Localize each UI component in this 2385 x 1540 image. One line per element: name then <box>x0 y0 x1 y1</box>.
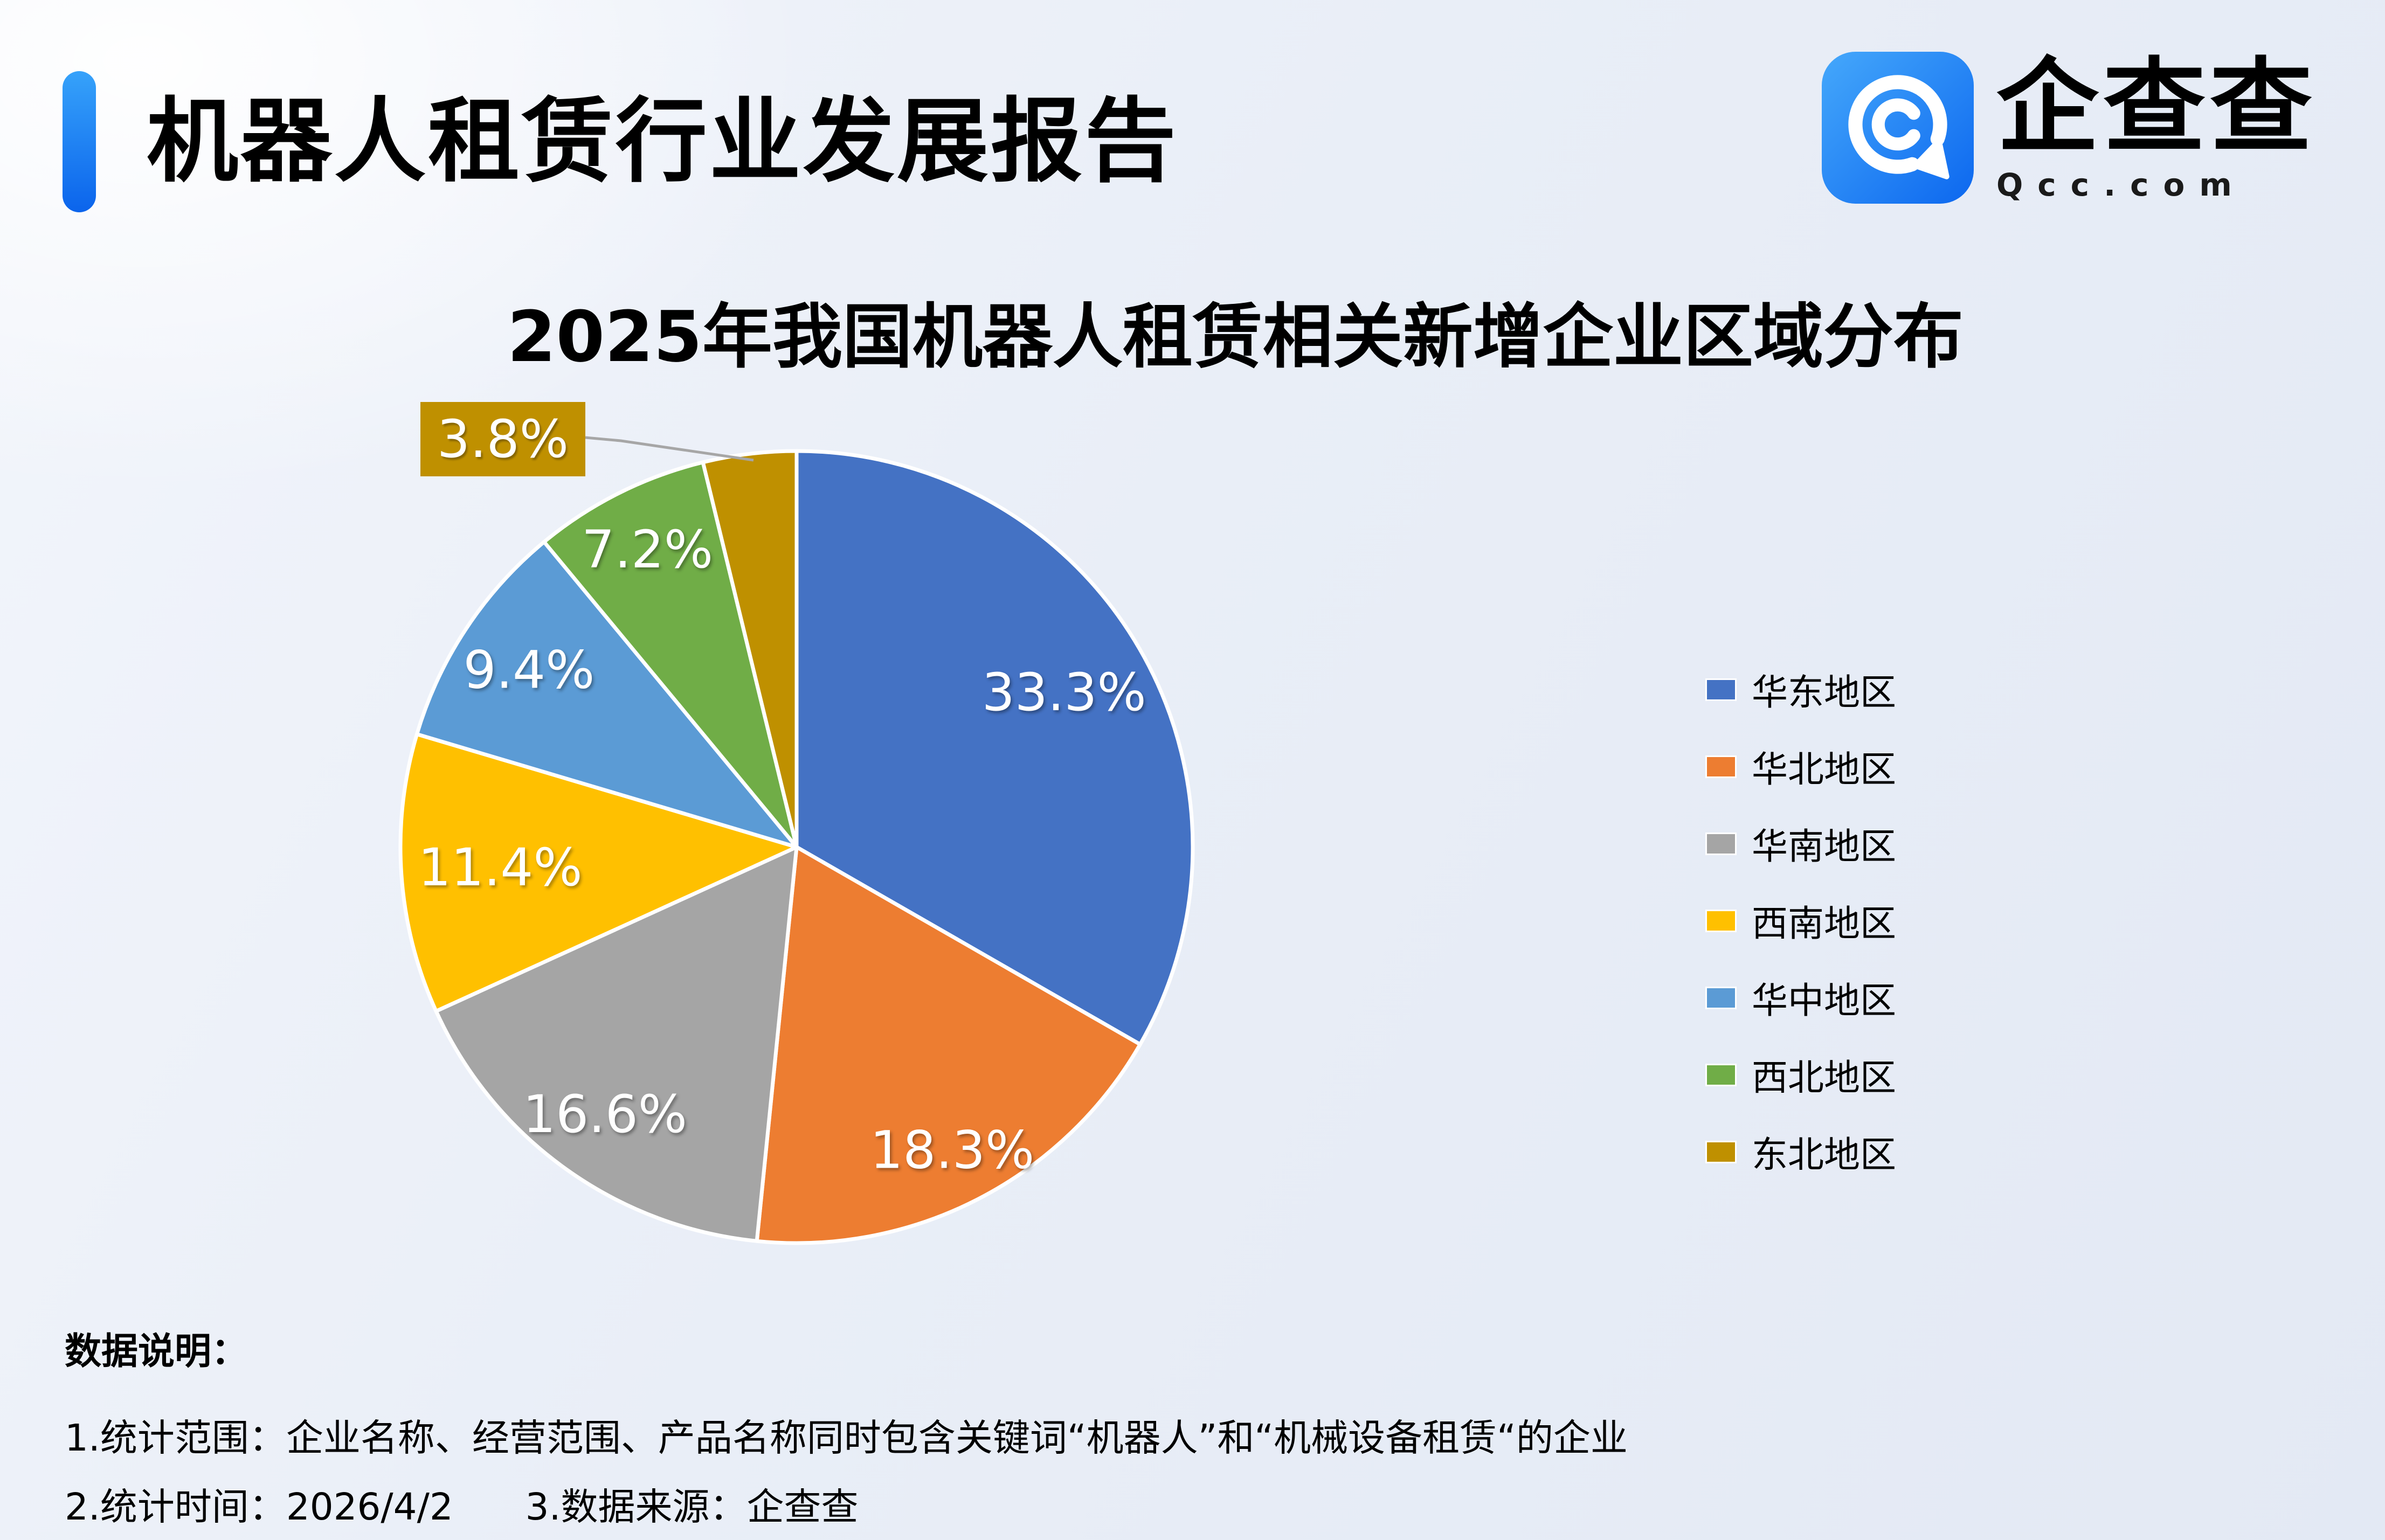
legend-swatch <box>1705 1140 1737 1163</box>
qcc-logo-domain: Qcc.com <box>1996 167 2246 204</box>
qcc-logo-name: 企查查 <box>1996 47 2317 167</box>
legend-label: 东北地区 <box>1752 1134 1896 1176</box>
legend-item: 东北地区 <box>1705 1134 1896 1176</box>
legend-item: 华南地区 <box>1705 826 1896 868</box>
legend-item: 华中地区 <box>1705 980 1896 1022</box>
legend-swatch <box>1705 755 1737 778</box>
pie-slice-西北地区 <box>542 460 799 849</box>
pie-slice-西南地区 <box>398 732 799 1014</box>
legend-label: 华中地区 <box>1752 980 1896 1022</box>
pie-slice-华中地区 <box>415 540 799 849</box>
pie-label-华东地区: 33.3% <box>982 662 1146 723</box>
pie-slice-华南地区 <box>434 845 799 1243</box>
title-accent-bar <box>63 71 96 212</box>
footnote-scope: 1.统计范围：企业名称、经营范围、产品名称同时包含关键词“机器人”和“机械设备租… <box>65 1417 1628 1460</box>
footnote-time-source: 2.统计时间：2026/4/2 3.数据来源：企查查 <box>65 1476 859 1530</box>
legend-swatch <box>1705 986 1737 1009</box>
legend-swatch <box>1705 832 1737 855</box>
pie-label-西南地区: 11.4% <box>418 837 583 898</box>
pie-label-华北地区: 18.3% <box>870 1120 1034 1180</box>
legend-item: 西南地区 <box>1705 903 1896 945</box>
pie-slice-东北地区 <box>701 449 799 849</box>
legend-swatch <box>1705 678 1737 701</box>
qcc-logo: 企查查 Qcc.com <box>1822 52 2317 204</box>
legend-item: 华东地区 <box>1705 671 1896 713</box>
qcc-logo-text: 企查查 Qcc.com <box>1996 52 2317 203</box>
legend-swatch <box>1705 1063 1737 1086</box>
footnote-time: 2.统计时间：2026/4/2 <box>65 1486 453 1529</box>
legend-label: 西南地区 <box>1752 903 1896 945</box>
legend: 华东地区华北地区华南地区西南地区华中地区西北地区东北地区 <box>1705 671 1896 1211</box>
legend-item: 西北地区 <box>1705 1057 1896 1099</box>
footnotes-heading: 数据说明： <box>65 1330 248 1373</box>
legend-item: 华北地区 <box>1705 748 1896 790</box>
legend-label: 华东地区 <box>1752 671 1896 713</box>
legend-swatch <box>1705 909 1737 932</box>
callout-label: 3.8% <box>420 402 585 476</box>
pie-label-华南地区: 16.6% <box>523 1084 687 1144</box>
callout-leader-line <box>585 436 754 462</box>
chart-title: 2025年我国机器人租赁相关新增企业区域分布 <box>507 296 1964 378</box>
pie-label-西北地区: 7.2% <box>582 519 713 580</box>
legend-label: 华北地区 <box>1752 748 1896 790</box>
legend-label: 西北地区 <box>1752 1057 1896 1099</box>
page-title: 机器人租赁行业发展报告 <box>147 88 1179 195</box>
footnote-source: 3.数据来源：企查查 <box>525 1486 859 1529</box>
qcc-logo-icon <box>1822 52 1974 204</box>
pie-slice-华东地区 <box>794 449 1195 1046</box>
legend-label: 华南地区 <box>1752 826 1896 868</box>
pie-label-华中地区: 9.4% <box>463 640 594 700</box>
pie-slice-华北地区 <box>755 845 1142 1245</box>
